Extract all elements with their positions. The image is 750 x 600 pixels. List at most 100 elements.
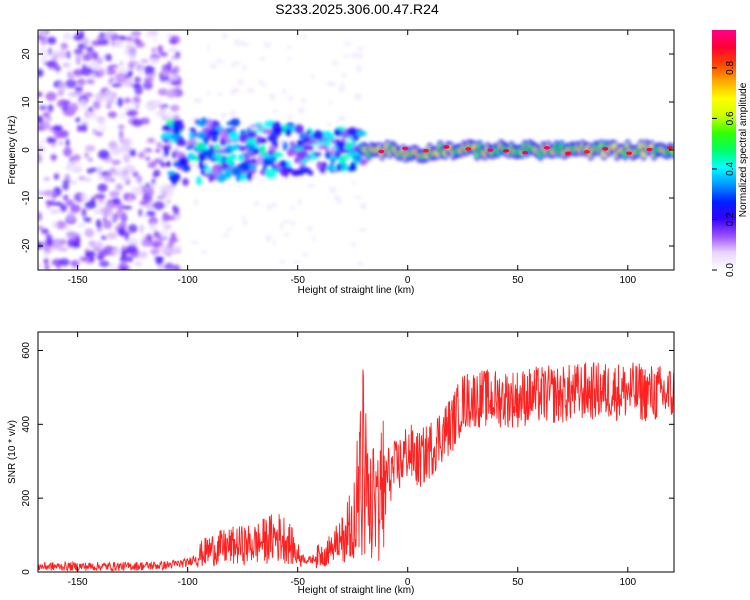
noise-blob bbox=[38, 115, 44, 125]
noise-blob bbox=[96, 199, 107, 206]
transition-blob bbox=[252, 142, 258, 149]
sparse-blob bbox=[279, 259, 286, 265]
transition-blob bbox=[226, 169, 232, 180]
noise-blob bbox=[104, 90, 115, 100]
noise-blob bbox=[70, 204, 81, 213]
noise-blob bbox=[38, 241, 44, 250]
sparse-blob bbox=[340, 82, 345, 86]
noise-blob bbox=[120, 143, 132, 154]
spectrogram-x-axis: -150 -100 -50 0 50 100 bbox=[68, 30, 637, 286]
noise-blob bbox=[47, 104, 54, 113]
sparse-blob bbox=[287, 56, 292, 61]
noise-blob bbox=[119, 60, 124, 67]
noise-blob bbox=[43, 189, 56, 197]
noise-blob bbox=[105, 68, 117, 76]
noise-blob bbox=[158, 244, 170, 255]
sparse-blob bbox=[338, 86, 346, 93]
noise-blob bbox=[102, 217, 107, 222]
noise-blob bbox=[40, 30, 46, 38]
sparse-blob bbox=[266, 204, 273, 210]
transition-blob bbox=[336, 163, 342, 172]
transition-blob bbox=[178, 156, 188, 167]
sparse-blob bbox=[290, 221, 296, 226]
noise-blob bbox=[168, 47, 178, 53]
transition-blob bbox=[340, 166, 348, 172]
noise-blob bbox=[119, 138, 131, 145]
transition-blob bbox=[312, 151, 322, 157]
transition-blob bbox=[185, 145, 193, 151]
snr-frame bbox=[37, 331, 675, 573]
noise-blob bbox=[81, 207, 87, 218]
transition-blob bbox=[172, 119, 184, 124]
noise-blob bbox=[88, 240, 97, 248]
sparse-blob bbox=[260, 56, 266, 62]
noise-blob bbox=[58, 247, 69, 252]
noise-blob bbox=[65, 79, 77, 89]
noise-blob bbox=[169, 185, 175, 194]
noise-blob bbox=[140, 239, 150, 247]
noise-blob bbox=[81, 191, 87, 200]
noise-blob bbox=[95, 209, 103, 215]
spectrogram-y-axis: -20 -10 0 10 20 bbox=[21, 48, 674, 253]
sparse-blob bbox=[241, 215, 246, 220]
sparse-blob bbox=[292, 260, 301, 265]
noise-blob bbox=[90, 72, 96, 81]
transition-blob bbox=[240, 173, 247, 182]
transition-blob bbox=[221, 162, 229, 170]
noise-blob bbox=[58, 81, 67, 92]
y-tick-label: -10 bbox=[21, 190, 32, 205]
noise-blob bbox=[77, 222, 86, 228]
sparse-blob bbox=[217, 92, 224, 96]
transition-blob bbox=[211, 166, 220, 177]
sparse-blob bbox=[246, 88, 255, 93]
transition-blob bbox=[259, 169, 266, 176]
noise-blob bbox=[45, 200, 56, 205]
noise-blob bbox=[62, 182, 70, 191]
noise-blob bbox=[155, 110, 166, 117]
x-tick-label: 0 bbox=[405, 275, 411, 286]
sparse-blob bbox=[193, 97, 203, 104]
sparse-blob bbox=[193, 165, 199, 170]
transition-blob bbox=[211, 136, 218, 143]
noise-blob bbox=[124, 77, 134, 88]
transition-blob bbox=[316, 160, 322, 170]
transition-blob bbox=[264, 168, 277, 179]
sparse-blob bbox=[360, 202, 367, 210]
noise-blob bbox=[123, 192, 129, 201]
sparse-blob bbox=[350, 242, 357, 247]
noise-blob bbox=[156, 232, 162, 240]
noise-blob bbox=[157, 264, 167, 270]
noise-blob bbox=[89, 59, 99, 69]
sparse-blob bbox=[263, 41, 272, 48]
noise-blob bbox=[142, 185, 154, 195]
transition-blob bbox=[161, 144, 172, 151]
sparse-blob bbox=[287, 95, 294, 102]
noise-blob bbox=[39, 47, 46, 53]
transition-blob bbox=[208, 145, 215, 156]
transition-blob bbox=[189, 131, 195, 141]
noise-blob bbox=[159, 187, 164, 198]
noise-blob bbox=[62, 62, 69, 68]
signal-peak bbox=[666, 146, 673, 150]
x-tick-label: -150 bbox=[68, 577, 88, 588]
y-tick-label: 10 bbox=[21, 96, 32, 108]
sparse-blob bbox=[287, 114, 293, 121]
noise-blob bbox=[126, 36, 134, 42]
transition-blob bbox=[239, 129, 247, 136]
x-tick-label: 50 bbox=[512, 275, 524, 286]
noise-blob bbox=[88, 106, 93, 113]
transition-blob bbox=[220, 129, 228, 140]
noise-blob bbox=[73, 48, 84, 55]
spectrogram-xlabel: Height of straight line (km) bbox=[298, 285, 415, 296]
noise-blob bbox=[143, 77, 155, 82]
noise-blob bbox=[94, 92, 105, 102]
noise-blob bbox=[84, 145, 96, 152]
transition-blob bbox=[355, 130, 368, 137]
sparse-blob bbox=[329, 186, 337, 194]
noise-blob bbox=[70, 179, 77, 186]
noise-blob bbox=[166, 199, 172, 204]
sparse-blob bbox=[282, 220, 292, 224]
noise-blob bbox=[69, 102, 79, 113]
noise-blob bbox=[154, 148, 161, 153]
sparse-blob bbox=[239, 40, 247, 47]
